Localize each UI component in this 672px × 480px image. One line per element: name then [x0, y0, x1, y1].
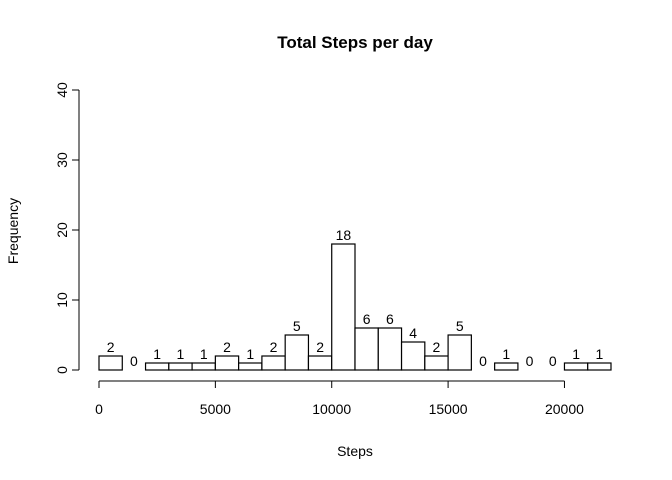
bar-value-label: 0	[479, 353, 487, 369]
bar-value-label: 1	[200, 346, 208, 362]
x-tick-label: 20000	[545, 401, 584, 417]
histogram-bar	[191, 362, 216, 371]
bar-value-label: 1	[153, 346, 161, 362]
histogram-bar	[447, 334, 472, 371]
bars-group	[98, 243, 612, 371]
bar-value-label: 4	[409, 325, 417, 341]
histogram-bar	[168, 362, 193, 371]
bar-value-label: 0	[526, 353, 534, 369]
bar-value-label: 6	[363, 311, 371, 327]
x-tick-label: 0	[95, 401, 103, 417]
bar-value-label: 1	[572, 346, 580, 362]
bar-value-label: 0	[130, 353, 138, 369]
histogram-bar	[284, 334, 310, 371]
histogram-bar	[238, 362, 263, 371]
bar-value-label: 0	[549, 353, 557, 369]
y-tick-label: 0	[54, 366, 70, 374]
y-tick-label: 40	[54, 82, 70, 98]
histogram-bar	[307, 355, 333, 371]
histogram-bar	[354, 327, 379, 371]
bar-value-label: 5	[456, 318, 464, 334]
bar-value-label: 5	[293, 318, 301, 334]
x-axis: 0 5000 10000 15000 20000	[95, 380, 584, 417]
x-axis-label: Steps	[337, 443, 373, 459]
bar-value-label: 1	[595, 346, 603, 362]
x-tick-label: 10000	[312, 401, 351, 417]
histogram-bar	[261, 355, 286, 371]
histogram-bar	[587, 362, 612, 371]
y-tick-label: 20	[54, 222, 70, 238]
bar-value-label: 6	[386, 311, 394, 327]
bar-value-label: 1	[502, 346, 510, 362]
histogram-bar	[424, 355, 449, 371]
histogram-bar	[400, 341, 426, 371]
x-tick-label: 15000	[429, 401, 468, 417]
bar-value-label: 1	[177, 346, 185, 362]
y-axis-label: Frequency	[5, 198, 21, 264]
bar-value-label: 2	[107, 339, 115, 355]
bar-value-label: 2	[270, 339, 278, 355]
bar-value-label: 1	[246, 346, 254, 362]
histogram-bar	[144, 362, 170, 371]
x-tick-label: 5000	[200, 401, 231, 417]
chart-title: Total Steps per day	[277, 33, 433, 52]
histogram-bar	[377, 327, 403, 371]
y-tick-label: 10	[54, 292, 70, 308]
histogram-bar	[214, 355, 240, 371]
bar-value-label: 18	[336, 227, 352, 243]
histogram-bar	[331, 243, 356, 371]
bar-value-label: 2	[223, 339, 231, 355]
histogram-bar	[98, 355, 123, 371]
y-tick-label: 30	[54, 152, 70, 168]
bar-value-label: 2	[316, 339, 324, 355]
y-axis: 0 10 20 30 40	[54, 82, 80, 374]
bar-value-label: 2	[433, 339, 441, 355]
histogram-bar	[494, 362, 519, 371]
histogram-bar	[563, 362, 589, 371]
